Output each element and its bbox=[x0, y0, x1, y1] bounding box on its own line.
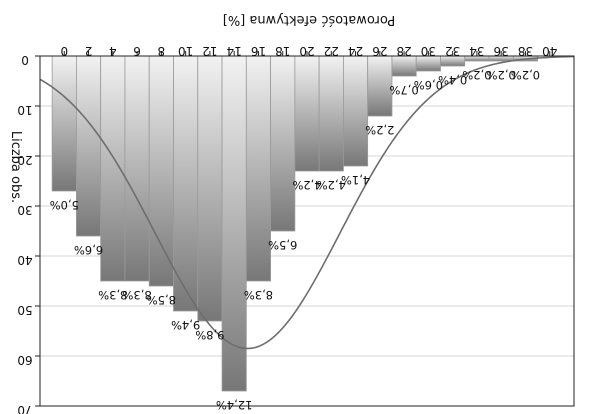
bar-value-label: 2,2% bbox=[365, 123, 394, 137]
bar-labels: 5,0%6,6%8,3%8,3%8,5%9,4%9,8%12,4%8,3%6,5… bbox=[50, 68, 540, 412]
x-tick-label: 36 bbox=[494, 44, 509, 58]
histogram-bar bbox=[294, 55, 320, 172]
x-tick-label: 10 bbox=[178, 44, 193, 58]
x-tick-label: 28 bbox=[396, 44, 411, 58]
x-tick-label: 26 bbox=[372, 44, 387, 58]
bar-value-label: 4,2% bbox=[292, 178, 321, 192]
x-tick-label: 4 bbox=[109, 44, 117, 58]
y-tick-label: 0 bbox=[21, 53, 29, 67]
histogram-bar bbox=[173, 55, 199, 312]
bar-value-label: 8,3% bbox=[122, 288, 151, 302]
x-tick-label: 38 bbox=[518, 44, 533, 58]
bar-value-label: 8,5% bbox=[147, 293, 176, 307]
x-tick-label: 40 bbox=[542, 44, 557, 58]
x-tick-label: 12 bbox=[202, 44, 217, 58]
x-tick-label: 20 bbox=[299, 44, 314, 58]
y-axis-title: Liczba obs. bbox=[8, 131, 23, 203]
bar-value-label: 0,7% bbox=[389, 83, 418, 97]
x-tick-label: 22 bbox=[324, 44, 339, 58]
bar-value-label: 8,3% bbox=[98, 288, 127, 302]
bar-value-label: 5,0% bbox=[50, 198, 79, 212]
bar-value-label: 12,4% bbox=[216, 398, 253, 412]
x-tick-label: 18 bbox=[275, 44, 290, 58]
histogram-bar bbox=[391, 55, 417, 77]
histogram-bar bbox=[221, 55, 247, 392]
bars bbox=[51, 55, 538, 392]
bar-value-label: 4,2% bbox=[317, 178, 346, 192]
x-tick-label: 0 bbox=[60, 44, 68, 58]
bar-value-label: 9,4% bbox=[171, 318, 200, 332]
bar-value-label: 0,6% bbox=[414, 78, 443, 92]
fit-curve bbox=[39, 55, 575, 350]
histogram-bar bbox=[197, 55, 223, 322]
y-tick-label: 20 bbox=[17, 153, 32, 167]
histogram-bar bbox=[51, 55, 77, 192]
histogram-bar bbox=[245, 55, 271, 282]
x-tick-label: 14 bbox=[227, 44, 242, 58]
histogram-bar bbox=[124, 55, 150, 282]
bar-value-label: 0,2% bbox=[511, 68, 540, 82]
x-tick-label: 6 bbox=[133, 44, 141, 58]
y-tick-label: 60 bbox=[17, 353, 32, 367]
y-tick-label: 30 bbox=[17, 203, 32, 217]
x-axis-title: Porowatość efektywna [%] bbox=[223, 12, 395, 27]
y-tick-label: 10 bbox=[17, 103, 32, 117]
fit-curve-layer bbox=[39, 55, 575, 350]
histogram-bar bbox=[270, 55, 296, 232]
x-tick-label: 16 bbox=[251, 44, 266, 58]
x-tick-label: 2 bbox=[85, 44, 93, 58]
bar-value-label: 6,6% bbox=[74, 243, 103, 257]
y-tick-label: 50 bbox=[17, 303, 32, 317]
bar-value-label: 6,5% bbox=[268, 238, 297, 252]
bar-value-label: 0,2% bbox=[462, 68, 491, 82]
histogram-bar bbox=[318, 55, 344, 172]
histogram-bar bbox=[148, 55, 174, 287]
bar-value-label: 4,1% bbox=[341, 173, 370, 187]
histogram-bar bbox=[76, 55, 102, 237]
bar-value-label: 9,8% bbox=[195, 328, 224, 342]
histogram-bar bbox=[100, 55, 126, 282]
y-tick-label: 70 bbox=[17, 403, 32, 414]
y-tick-label: 40 bbox=[17, 253, 32, 267]
x-tick-label: 30 bbox=[421, 44, 436, 58]
x-tick-label: 34 bbox=[469, 44, 484, 58]
histogram-bar bbox=[343, 55, 369, 167]
x-tick-label: 24 bbox=[348, 44, 363, 58]
bar-value-label: 0,2% bbox=[487, 68, 516, 82]
axes: 0 2 4 6 8 10 12 14 16 18 20 22 24 26 28 30 32 34 36 38 40010… bbox=[17, 44, 575, 414]
bar-value-label: 8,3% bbox=[244, 288, 273, 302]
x-tick-label: 32 bbox=[445, 44, 460, 58]
bar-value-label: 0,4% bbox=[438, 73, 467, 87]
x-tick-label: 8 bbox=[158, 44, 166, 58]
histogram-bar bbox=[367, 55, 393, 117]
